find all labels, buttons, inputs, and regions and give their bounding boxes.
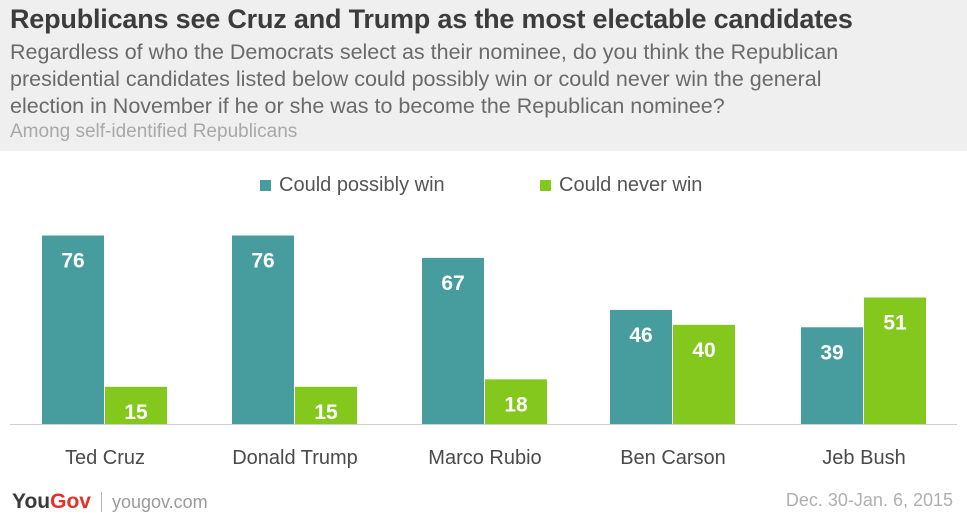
bar-never-win-jeb-bush xyxy=(864,297,926,424)
bar-never-win-ben-carson xyxy=(673,324,735,424)
category-label-ted-cruz: Ted Cruz xyxy=(65,447,145,469)
logo-text: YouGov xyxy=(12,490,91,514)
data-label-never-win-jeb-bush: 51 xyxy=(883,312,907,335)
chart-title: Republicans see Cruz and Trump as the mo… xyxy=(10,4,853,34)
legend-swatch-could-possibly-win xyxy=(260,180,271,191)
bar-possibly-win-ted-cruz xyxy=(42,235,104,424)
legend-swatch-could-never-win xyxy=(540,180,551,191)
legend: Could possibly win Could never win xyxy=(0,174,967,200)
chart-subtitle-line-1: Regardless of who the Democrats select a… xyxy=(10,40,839,64)
bar-possibly-win-jeb-bush xyxy=(801,327,863,424)
data-label-never-win-donald-trump: 15 xyxy=(314,401,338,424)
logo-gov-part: Gov xyxy=(50,490,91,513)
bar-never-win-ted-cruz xyxy=(105,386,167,424)
legend-label-could-never-win: Could never win xyxy=(559,174,703,196)
survey-date: Dec. 30-Jan. 6, 2015 xyxy=(785,490,953,510)
bar-never-win-donald-trump xyxy=(295,386,357,424)
data-label-never-win-ben-carson: 40 xyxy=(692,339,715,362)
yougov-logo: YouGov yougov.com xyxy=(12,490,208,514)
category-label-donald-trump: Donald Trump xyxy=(232,447,358,469)
data-label-possibly-win-jeb-bush: 39 xyxy=(820,341,843,364)
category-label-jeb-bush: Jeb Bush xyxy=(822,447,905,469)
data-label-possibly-win-marco-rubio: 67 xyxy=(441,272,464,295)
data-label-never-win-marco-rubio: 18 xyxy=(504,393,528,416)
bar-possibly-win-ben-carson xyxy=(610,309,672,424)
category-label-ben-carson: Ben Carson xyxy=(620,447,726,469)
chart-subtitle-line-2: presidential candidates listed below cou… xyxy=(10,67,822,91)
population-note: Among self-identified Republicans xyxy=(10,121,298,142)
legend-item-could-never-win: Could never win xyxy=(540,174,702,197)
bar-possibly-win-marco-rubio xyxy=(422,257,484,424)
data-label-never-win-ted-cruz: 15 xyxy=(124,401,148,424)
footer-divider xyxy=(100,492,102,512)
bar-possibly-win-donald-trump xyxy=(232,235,294,424)
legend-label-could-possibly-win: Could possibly win xyxy=(279,174,445,196)
data-label-possibly-win-donald-trump: 76 xyxy=(251,250,274,273)
category-label-marco-rubio: Marco Rubio xyxy=(428,447,541,469)
logo-you-part: You xyxy=(12,490,51,513)
data-label-possibly-win-ted-cruz: 76 xyxy=(61,250,84,273)
bar-never-win-marco-rubio xyxy=(485,379,547,424)
legend-item-could-possibly-win: Could possibly win xyxy=(260,174,445,197)
chart-subtitle-line-3: election in November if he or she was to… xyxy=(10,94,725,118)
data-label-possibly-win-ben-carson: 46 xyxy=(629,324,652,347)
header-panel: Republicans see Cruz and Trump as the mo… xyxy=(0,0,967,151)
bar-chart: 76 15 Ted Cruz 76 15 Donald Trump 67 18 Marco Ru… xyxy=(10,235,957,469)
site-url: yougov.com xyxy=(111,491,208,512)
